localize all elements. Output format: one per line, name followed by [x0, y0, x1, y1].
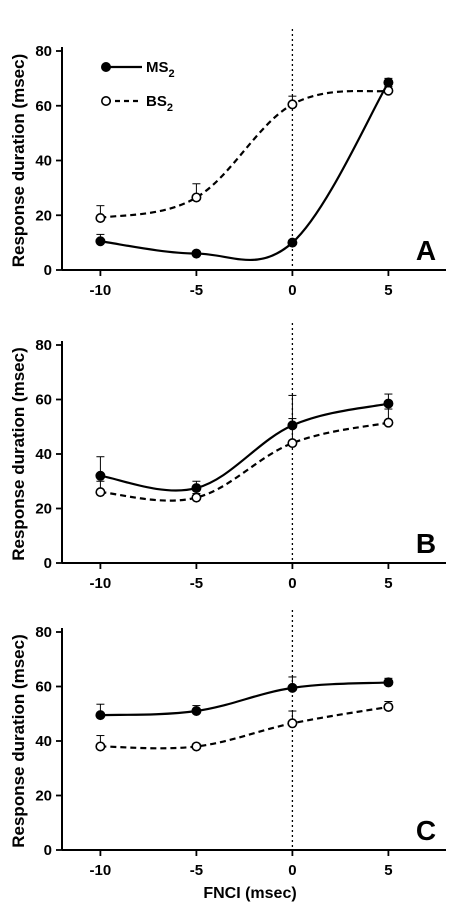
y-tick-label: 20: [35, 207, 52, 224]
x-tick-label: 5: [384, 862, 392, 879]
y-tick-label: 20: [35, 788, 52, 805]
x-tick-label: -10: [90, 282, 112, 299]
y-axis-label: Response duration (msec): [9, 634, 28, 848]
x-tick-label: -5: [190, 575, 203, 592]
legend-marker: [101, 96, 112, 107]
y-axis-label: Response duration (msec): [9, 347, 28, 561]
x-tick-label: -10: [90, 862, 112, 879]
series-line-bs2: [100, 421, 389, 502]
x-tick-label: 5: [384, 575, 392, 592]
data-point-bs2: [191, 192, 202, 203]
series-line-ms2: [100, 402, 389, 492]
y-tick-label: 80: [35, 43, 52, 60]
x-tick-label: 0: [288, 282, 296, 299]
y-tick-label: 60: [35, 98, 52, 115]
data-point-ms2: [191, 483, 202, 494]
y-tick-label: 80: [35, 337, 52, 354]
x-tick-label: 0: [288, 862, 296, 879]
data-point-ms2: [95, 710, 106, 721]
legend-label: MS2: [146, 59, 175, 80]
data-point-ms2: [383, 677, 394, 688]
series-line-bs2: [100, 89, 389, 220]
series-line-bs2: [100, 705, 389, 750]
data-point-ms2: [95, 470, 106, 481]
y-tick-label: 40: [35, 153, 52, 170]
data-point-ms2: [287, 237, 298, 248]
data-point-bs2: [287, 718, 298, 729]
y-axis-label: Response duration (msec): [9, 54, 28, 268]
x-axis-label: FNCI (msec): [203, 885, 296, 902]
data-point-ms2: [287, 682, 298, 693]
data-point-ms2: [287, 420, 298, 431]
data-point-bs2: [95, 487, 106, 498]
data-point-ms2: [191, 706, 202, 717]
panel-a: 0 20 40 60 80 -10 -5 0 5 Response duration (msec)…: [9, 29, 446, 299]
x-tick-label: 0: [288, 575, 296, 592]
x-tick-label: -10: [90, 575, 112, 592]
legend-marker: [101, 61, 112, 72]
series-line-ms2: [100, 81, 390, 262]
y-tick-label: 40: [35, 446, 52, 463]
x-tick-label: -5: [190, 862, 203, 879]
y-tick-label: 0: [44, 262, 52, 279]
legend-label: BS2: [146, 93, 173, 114]
y-tick-label: 0: [44, 555, 52, 572]
data-point-bs2: [383, 417, 394, 428]
data-point-bs2: [191, 492, 202, 503]
y-tick-label: 80: [35, 624, 52, 641]
x-tick-label: 5: [384, 282, 392, 299]
data-point-ms2: [383, 398, 394, 409]
data-point-ms2: [383, 77, 394, 88]
y-tick-label: 0: [44, 842, 52, 859]
data-point-bs2: [95, 741, 106, 752]
data-point-ms2: [191, 248, 202, 259]
series-line-ms2: [100, 681, 389, 717]
panel-letter: A: [416, 235, 436, 266]
data-point-bs2: [383, 701, 394, 712]
data-point-bs2: [191, 741, 202, 752]
panel-b: 0 20 40 60 80 -10 -5 0 5 Response duration (msec)…: [9, 323, 446, 592]
panel-letter: C: [416, 815, 436, 846]
y-tick-label: 60: [35, 392, 52, 409]
data-point-bs2: [287, 438, 298, 449]
x-tick-label: -5: [190, 282, 203, 299]
y-tick-label: 60: [35, 679, 52, 696]
data-point-bs2: [95, 212, 106, 223]
panel-letter: B: [416, 528, 436, 559]
data-point-bs2: [287, 99, 298, 110]
y-tick-label: 20: [35, 501, 52, 518]
data-point-ms2: [95, 236, 106, 247]
panel-c: 0 20 40 60 80 -10 -5 0 5 Response duration (msec)…: [9, 610, 446, 902]
y-tick-label: 40: [35, 733, 52, 750]
